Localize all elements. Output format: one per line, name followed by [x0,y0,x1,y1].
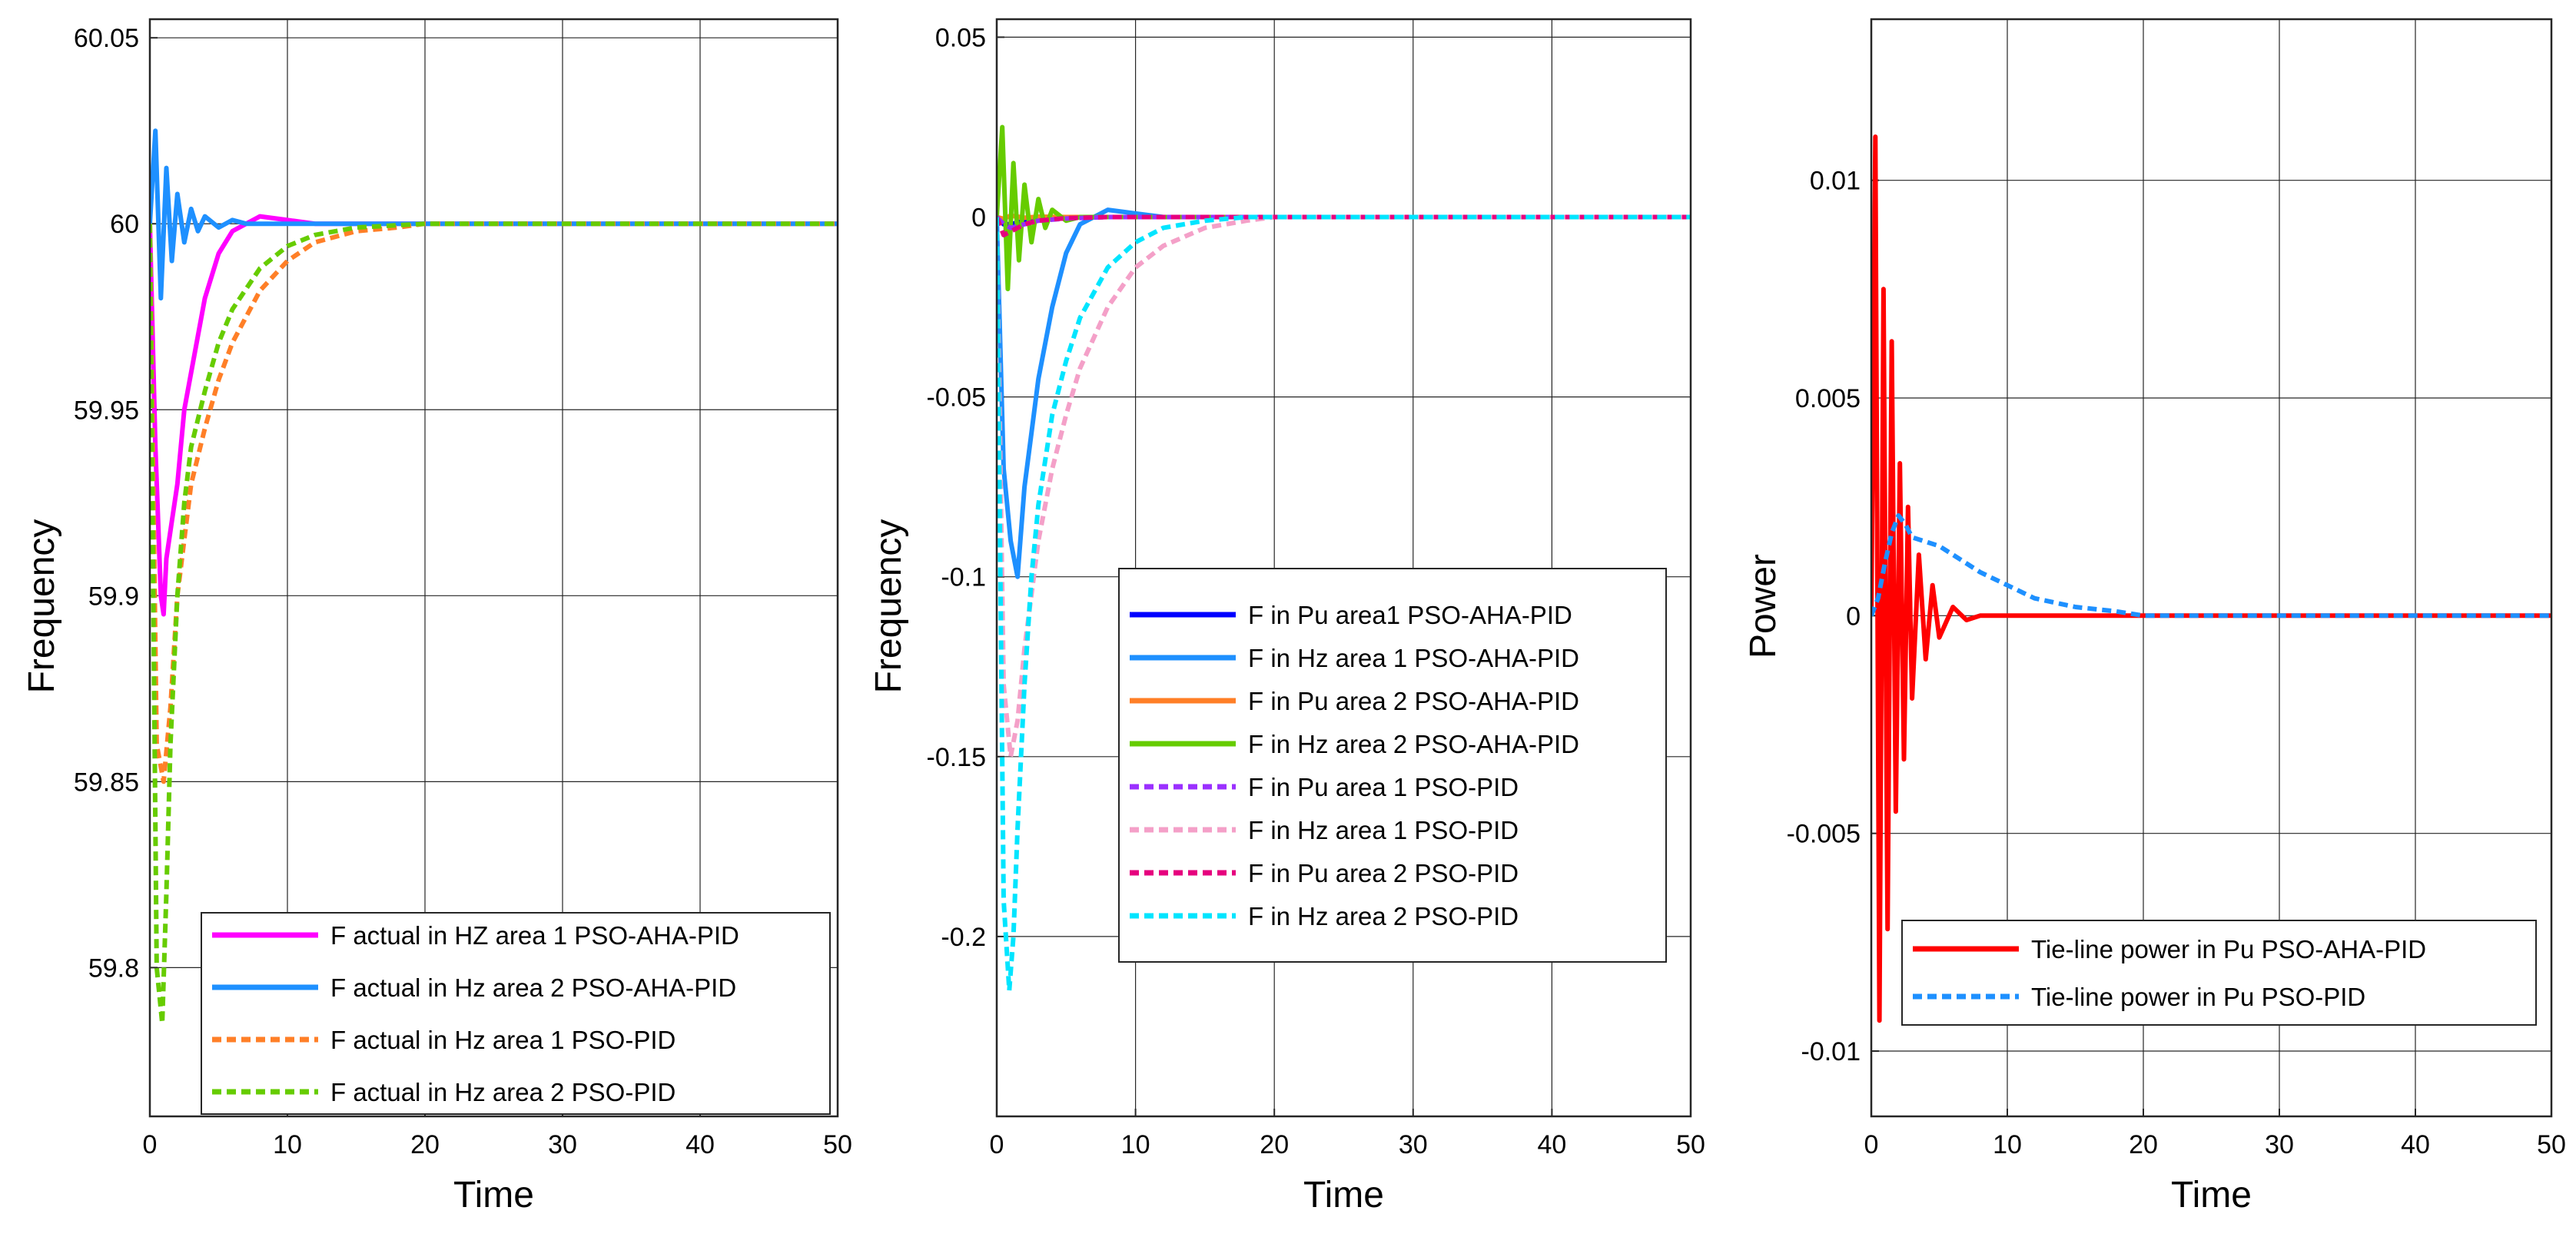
x-axis-label: Time [453,1175,534,1215]
legend-entry-label: F in Hz area 1 PSO-AHA-PID [1248,644,1579,672]
series-line-4 [150,221,838,1026]
x-tick-label: 30 [548,1130,577,1159]
y-tick-label: 59.8 [88,953,139,983]
series-line-6 [997,214,1691,759]
chart-panel-3: 0 10 20 30 40 50 -0.01 -0.005 0 0.005 0.01 Time Powe… [1743,18,2566,1215]
x-tick-label: 20 [2129,1130,2158,1159]
axes-frame [148,18,839,1118]
x-tick-label: 30 [2265,1130,2294,1159]
y-tick-label: 59.95 [74,396,139,425]
x-tick-label: 30 [1399,1130,1428,1159]
x-tick-label: 10 [273,1130,302,1159]
legend-entry-label: Tie-line power in Pu PSO-PID [2031,983,2365,1011]
x-tick-label: 10 [1121,1130,1150,1159]
y-tick-label: -0.05 [927,383,987,413]
series-group [150,128,838,1026]
x-axis-label: Time [2171,1175,2252,1215]
legend-entry-label: F actual in Hz area 1 PSO-PID [330,1026,676,1054]
y-tick-label: 60 [110,210,139,239]
y-axis-label: Frequency [22,519,62,694]
y-tick-label: 59.9 [88,582,139,611]
y-tick-label: 0.005 [1795,384,1861,413]
series-line-8 [997,214,1691,993]
x-tick-label: 0 [1864,1130,1879,1159]
legend-entry-label: F in Pu area 2 PSO-AHA-PID [1248,687,1579,715]
y-tick-label: -0.2 [941,923,986,952]
y-tick-label: 0 [1846,602,1861,631]
series-group [1871,134,2551,1023]
series-line-7 [997,214,1691,237]
x-tick-label: 50 [823,1130,852,1159]
legend-box [1118,568,1667,963]
y-tick-label: 59.85 [74,768,139,797]
legend-entry-label: F actual in Hz area 2 PSO-AHA-PID [330,973,736,1002]
chart-panel-2: 0 10 20 30 40 50 -0.2 -0.15 -0.1 -0.05 0 0.05 Time Fr… [868,18,1705,1215]
legend-entry-label: F in Hz area 1 PSO-PID [1248,816,1519,844]
y-tick-label: -0.1 [941,563,986,592]
x-tick-label: 0 [143,1130,158,1159]
y-tick-label: -0.15 [927,743,987,772]
y-tick-label: 60.05 [74,24,139,53]
x-tick-label: 50 [1676,1130,1705,1159]
legend-entry-label: F in Pu area 2 PSO-PID [1248,859,1519,887]
legend-entry-label: F in Pu area1 PSO-AHA-PID [1248,601,1572,629]
legend: Tie-line power in Pu PSO-AHA-PID Tie-line… [1901,920,2537,1026]
x-tick-label: 50 [2537,1130,2566,1159]
legend: F in Pu area1 PSO-AHA-PID F in Hz area 1 … [1118,568,1667,963]
series-line-2 [150,128,838,301]
y-tick-label: 0 [971,204,986,233]
axes-frame [995,18,1692,1118]
y-axis-label: Power [1743,554,1784,658]
series-line-1 [1871,134,2551,1023]
legend-entry-label: F in Pu area 1 PSO-PID [1248,773,1519,801]
legend-entry-label: F in Hz area 2 PSO-AHA-PID [1248,730,1579,758]
x-tick-label: 10 [1993,1130,2022,1159]
legend-box [1901,920,2537,1026]
y-tick-label: -0.005 [1787,820,1861,849]
x-tick-label: 40 [1537,1130,1566,1159]
chart-panel-1: 0 10 20 30 40 50 59.8 59.85 59.9 59.95 60 60.05 Time… [22,18,852,1215]
axes-frame [1870,18,2553,1118]
legend-entry-label: F actual in Hz area 2 PSO-PID [330,1078,676,1106]
series-group [997,124,1691,993]
y-axis-label: Frequency [868,519,909,694]
x-tick-label: 20 [1260,1130,1289,1159]
y-tick-label: 0.05 [935,23,986,52]
legend: F actual in HZ area 1 PSO-AHA-PID F actua… [201,912,831,1115]
legend-box [201,912,831,1115]
x-axis-label: Time [1303,1175,1384,1215]
legend-entry-label: Tie-line power in Pu PSO-AHA-PID [2031,935,2426,963]
x-tick-label: 0 [990,1130,1004,1159]
x-tick-label: 40 [2401,1130,2430,1159]
x-tick-label: 40 [685,1130,715,1159]
legend-entry-label: F actual in HZ area 1 PSO-AHA-PID [330,921,739,950]
y-tick-label: -0.01 [1801,1037,1861,1066]
x-tick-label: 20 [410,1130,440,1159]
legend-entry-label: F in Hz area 2 PSO-PID [1248,902,1519,930]
y-tick-label: 0.01 [1810,167,1861,196]
